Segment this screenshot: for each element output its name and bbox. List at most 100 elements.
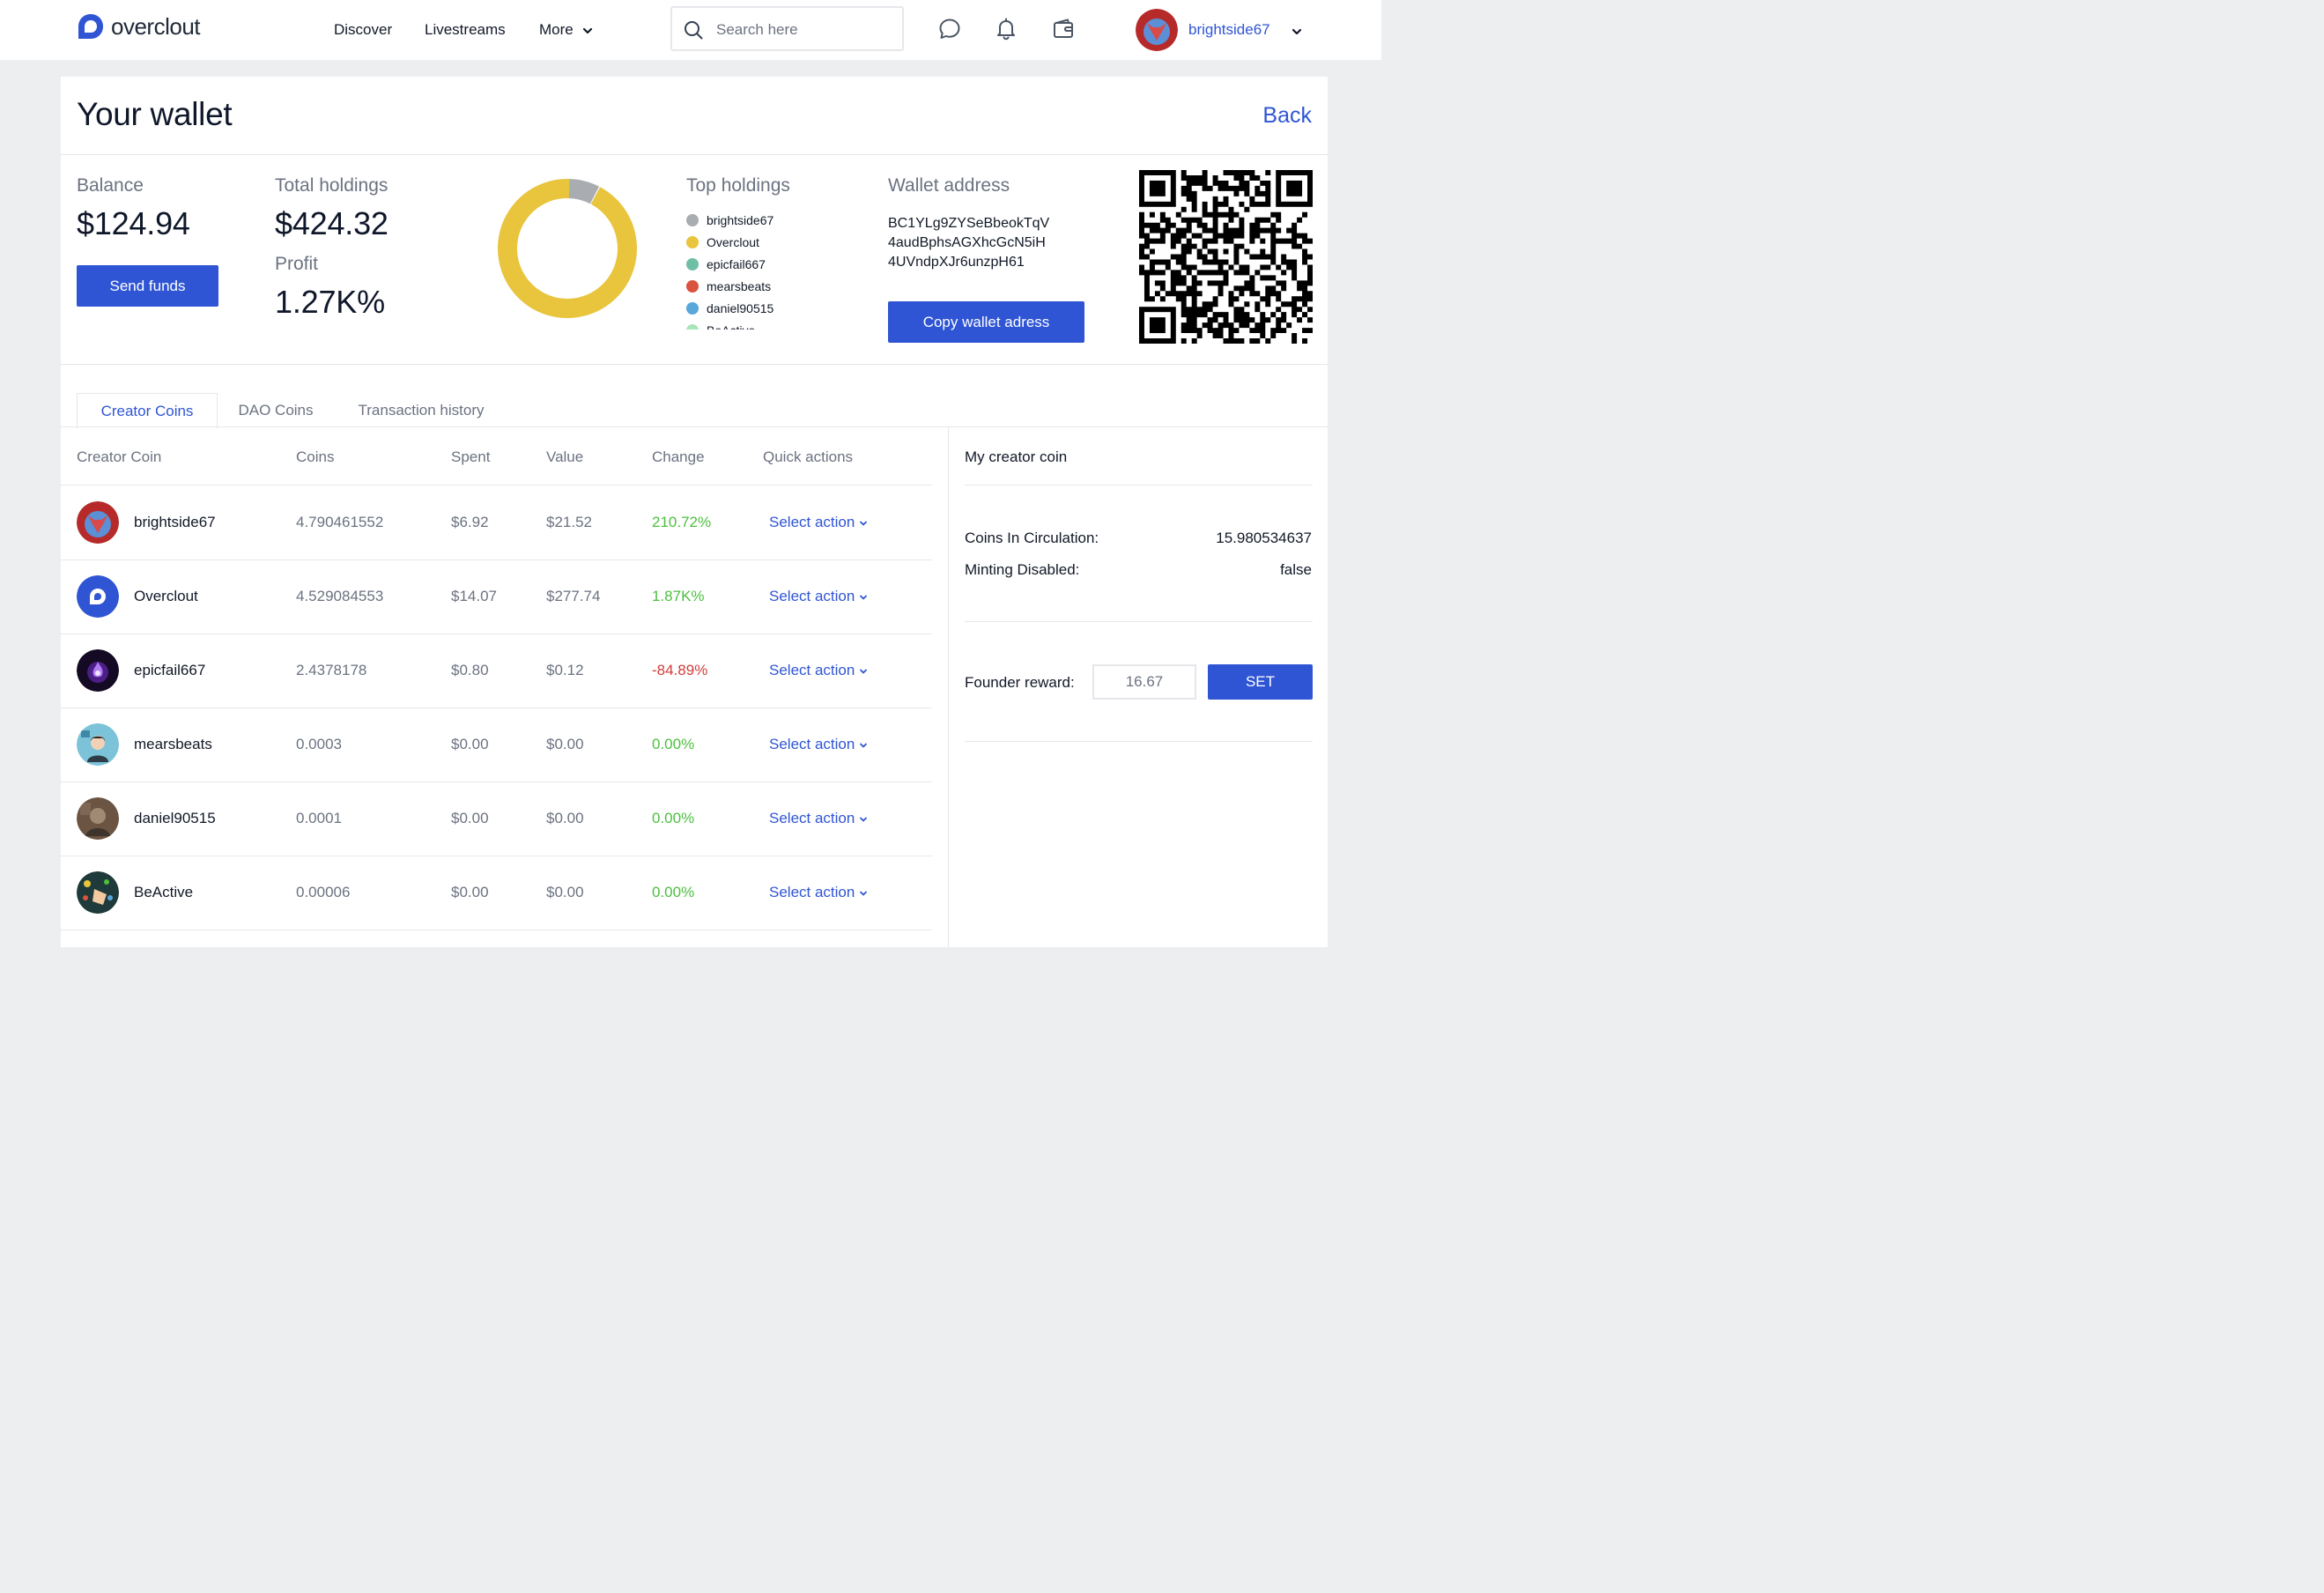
legend-swatch [686, 213, 699, 226]
qr-modules [1139, 170, 1313, 344]
select-action-label: Select action [769, 514, 855, 530]
cartoon-avatar-icon [77, 723, 119, 766]
wallet-address-line: BC1YLg9ZYSeBbeokTqV [888, 216, 1050, 231]
chat-icon[interactable] [938, 18, 961, 41]
legend-item: daniel90515 [686, 297, 862, 319]
column-header-coins: Coins [296, 448, 335, 465]
creator-name[interactable]: Overclout [134, 588, 198, 604]
creator-name[interactable]: daniel90515 [134, 810, 216, 826]
tabs-divider [61, 426, 1328, 427]
legend-swatch [686, 279, 699, 293]
coins-in-circulation-value: 15.980534637 [1216, 530, 1312, 546]
tab-dao-coins[interactable]: DAO Coins [238, 402, 314, 419]
avatar[interactable] [77, 649, 119, 692]
fox-avatar-icon [77, 501, 119, 544]
back-link[interactable]: Back [1262, 103, 1312, 128]
select-action-dropdown[interactable]: Select action [769, 884, 868, 901]
avatar[interactable] [77, 871, 119, 914]
table-row: mearsbeats 0.0003 $0.00 $0.00 0.00% Sele… [61, 708, 932, 782]
table-row: Overclout 4.529084553 $14.07 $277.74 1.8… [61, 559, 932, 634]
wallet-icon[interactable] [1052, 18, 1075, 41]
column-header-quick-actions: Quick actions [763, 448, 854, 465]
wallet-address-line: 4UVndpXJr6unzpH61 [888, 255, 1025, 270]
coins-cell: 4.790461552 [296, 514, 384, 530]
select-action-dropdown[interactable]: Select action [769, 736, 868, 753]
wallet-qr-code [1139, 170, 1313, 344]
creator-coin-divider [965, 621, 1313, 622]
header-divider [61, 154, 1328, 155]
legend-label: epicfail667 [707, 256, 766, 271]
founder-reward-input[interactable] [1092, 664, 1196, 700]
legend-label: daniel90515 [707, 300, 774, 315]
value-cell: $0.00 [546, 736, 584, 752]
value-cell: $0.12 [546, 662, 584, 678]
chevron-down-icon [583, 27, 593, 33]
total-holdings-value: $424.32 [275, 205, 389, 241]
chevron-down-icon [860, 521, 868, 525]
coins-cell: 0.0001 [296, 810, 342, 826]
user-menu-chevron-icon[interactable] [1292, 26, 1302, 37]
bell-icon[interactable] [995, 18, 1018, 41]
select-action-dropdown[interactable]: Select action [769, 662, 868, 679]
chevron-down-icon [860, 595, 868, 599]
spent-cell: $0.00 [451, 884, 489, 900]
avatar[interactable] [77, 575, 119, 618]
purple-flame-avatar-icon [77, 649, 119, 692]
user-avatar[interactable] [1136, 9, 1178, 51]
select-action-label: Select action [769, 662, 855, 678]
select-action-label: Select action [769, 884, 855, 900]
legend-swatch [686, 301, 699, 315]
logo[interactable]: overclout [77, 11, 201, 41]
beactive-avatar-icon [77, 871, 119, 914]
qr-finder-pattern [1276, 170, 1313, 207]
legend-item: BeActive [686, 319, 862, 330]
legend-label: BeActive [707, 323, 755, 330]
table-row: brightside67 4.790461552 $6.92 $21.52 21… [61, 485, 932, 560]
copy-wallet-address-button[interactable]: Copy wallet adress [888, 301, 1084, 343]
wallet-address-line: 4audBphsAGXhcGcN5iH [888, 235, 1046, 250]
nav-discover[interactable]: Discover [334, 21, 393, 38]
minting-disabled-label: Minting Disabled: [965, 561, 1080, 578]
avatar[interactable] [77, 797, 119, 840]
legend-item: brightside67 [686, 209, 862, 231]
nav-livestreams[interactable]: Livestreams [425, 21, 506, 38]
creator-name[interactable]: BeActive [134, 884, 194, 900]
nav-more[interactable]: More [539, 21, 593, 39]
total-holdings-label: Total holdings [275, 175, 389, 196]
creator-name[interactable]: mearsbeats [134, 736, 212, 752]
select-action-dropdown[interactable]: Select action [769, 588, 868, 605]
username[interactable]: brightside67 [1188, 21, 1270, 38]
coins-cell: 0.0003 [296, 736, 342, 752]
coins-in-circulation-label: Coins In Circulation: [965, 530, 1099, 546]
legend-label: mearsbeats [707, 278, 772, 293]
top-holdings-label: Top holdings [686, 175, 790, 196]
creator-name[interactable]: epicfail667 [134, 662, 206, 678]
change-cell: 0.00% [652, 884, 695, 900]
fox-avatar-icon [1136, 9, 1178, 51]
spent-cell: $14.07 [451, 588, 497, 604]
legend-swatch [686, 323, 699, 330]
spent-cell: $0.80 [451, 662, 489, 678]
creator-coin-divider [965, 741, 1313, 742]
qr-finder-pattern [1139, 307, 1176, 344]
search-icon [685, 21, 703, 40]
select-action-dropdown[interactable]: Select action [769, 514, 868, 531]
founder-reward-label: Founder reward: [965, 674, 1075, 691]
tab-transaction-history[interactable]: Transaction history [358, 402, 485, 419]
wallet-address-label: Wallet address [888, 175, 1010, 196]
set-founder-reward-button[interactable]: SET [1208, 664, 1313, 700]
summary-divider [61, 364, 1328, 365]
send-funds-button[interactable]: Send funds [77, 265, 218, 307]
table-row: daniel90515 0.0001 $0.00 $0.00 0.00% Sel… [61, 782, 932, 856]
select-action-dropdown[interactable]: Select action [769, 810, 868, 827]
change-cell: 0.00% [652, 810, 695, 826]
top-holdings-legend: brightside67 Overclout epicfail667 mearsbea… [686, 209, 862, 330]
search-input[interactable] [714, 19, 894, 41]
tab-creator-coins[interactable]: Creator Coins [77, 393, 218, 429]
nav-more-label: More [539, 21, 574, 38]
avatar[interactable] [77, 723, 119, 766]
search-box [670, 6, 904, 51]
avatar[interactable] [77, 501, 119, 544]
legend-item: Overclout [686, 231, 862, 253]
creator-name[interactable]: brightside67 [134, 514, 216, 530]
